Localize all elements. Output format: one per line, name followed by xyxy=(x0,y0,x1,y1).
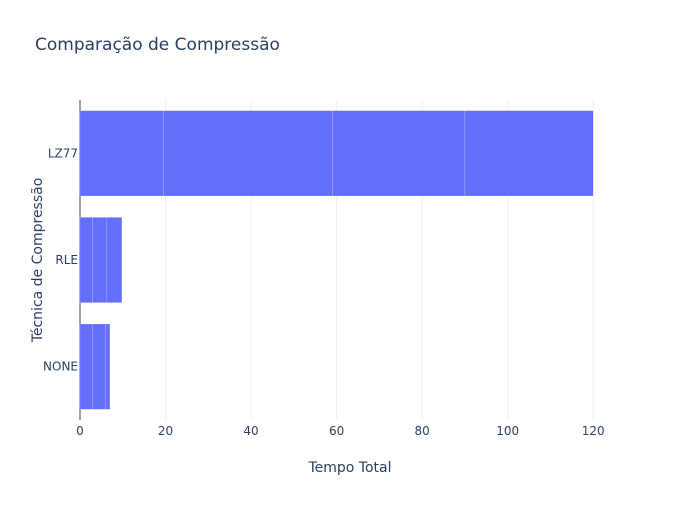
x-tick-label: 60 xyxy=(329,424,344,438)
bar-segment-none xyxy=(105,323,111,410)
bar-segment-rle xyxy=(92,217,108,303)
bar-segment-lz77 xyxy=(79,110,164,197)
x-tick-label: 120 xyxy=(582,424,605,438)
bar-segment-rle xyxy=(79,217,94,303)
chart-title: Comparação de Compressão xyxy=(35,35,280,55)
bar-segment-rle xyxy=(106,217,123,303)
y-axis-title: Técnica de Compressão xyxy=(30,178,46,344)
x-tick-label: 80 xyxy=(415,424,430,438)
x-tick-label: 40 xyxy=(243,424,258,438)
x-axis-title: Tempo Total xyxy=(307,460,391,476)
y-tick-label: RLE xyxy=(55,253,78,267)
y-tick-label: NONE xyxy=(43,360,78,374)
bar-segment-lz77 xyxy=(332,110,466,197)
bar-segment-lz77 xyxy=(464,110,594,197)
y-tick-labels: NONE RLE LZ77 xyxy=(43,146,78,373)
bar-segment-lz77 xyxy=(163,110,333,197)
y-tick-label: LZ77 xyxy=(48,146,78,160)
x-tick-labels: 0 20 40 60 80 100 120 xyxy=(76,424,605,438)
x-tick-label: 0 xyxy=(76,424,84,438)
bar-segment-none xyxy=(92,323,106,410)
x-tick-label: 20 xyxy=(158,424,173,438)
bar-segment-none xyxy=(79,323,94,410)
bars-group xyxy=(79,110,594,410)
x-tick-label: 100 xyxy=(496,424,519,438)
